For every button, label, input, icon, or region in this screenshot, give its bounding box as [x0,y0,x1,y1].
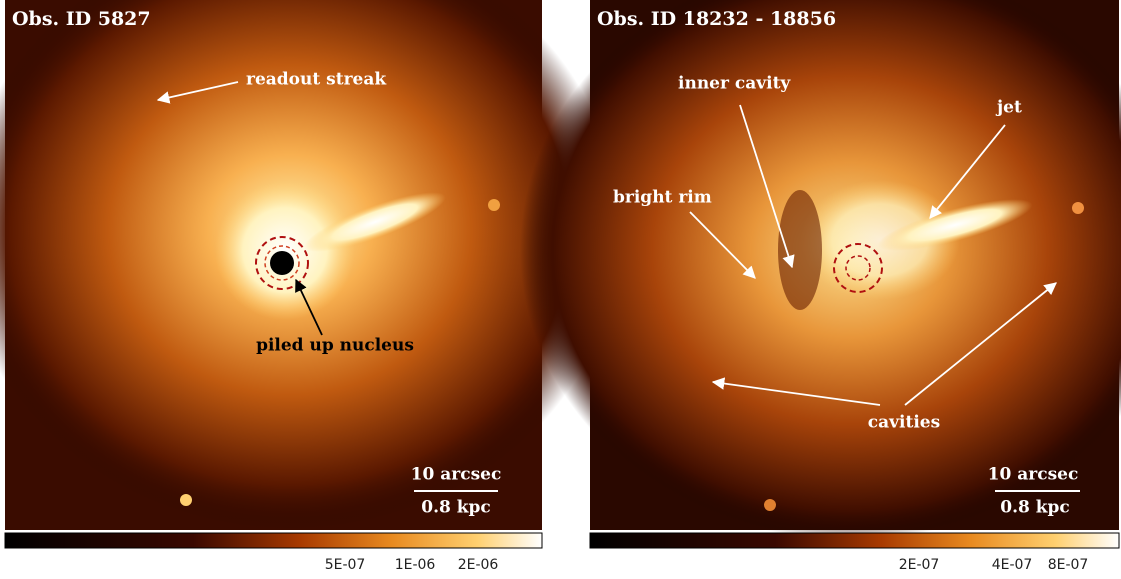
panel-title: Obs. ID 5827 [12,8,151,30]
colorbar [590,533,1119,548]
scale-label: 0.8 kpc [1000,498,1070,518]
scale-label: 0.8 kpc [421,498,491,518]
point-source [488,199,500,211]
annotation: bright rim [613,188,712,208]
point-source [764,499,776,511]
annotation: piled up nucleus [256,336,414,356]
annotation: cavities [868,413,940,433]
point-source [180,494,192,506]
annotation: readout streak [246,70,387,90]
image-core [215,180,355,320]
point-source [1072,202,1084,214]
colorbar-tick-label: 2E-07 [899,557,940,573]
nucleus [270,251,294,275]
colorbar-tick-label: 1E-06 [395,557,436,573]
scale-label: 10 arcsec [411,465,502,485]
colorbar [5,533,542,548]
annotation: inner cavity [678,74,791,94]
colorbar-tick-label: 5E-07 [325,557,366,573]
colorbar-tick-label: 2E-06 [458,557,499,573]
scale-label: 10 arcsec [988,465,1079,485]
panel-right: Obs. ID 18232 - 18856 inner cavity jet b… [520,0,1121,573]
panel-title: Obs. ID 18232 - 18856 [597,8,836,30]
colorbar-tick-label: 4E-07 [992,557,1033,573]
annotation: jet [995,98,1022,118]
cavity [778,190,822,310]
figure: Obs. ID 5827 readout streak piled up nuc… [0,0,1121,579]
colorbar-tick-label: 8E-07 [1048,557,1089,573]
